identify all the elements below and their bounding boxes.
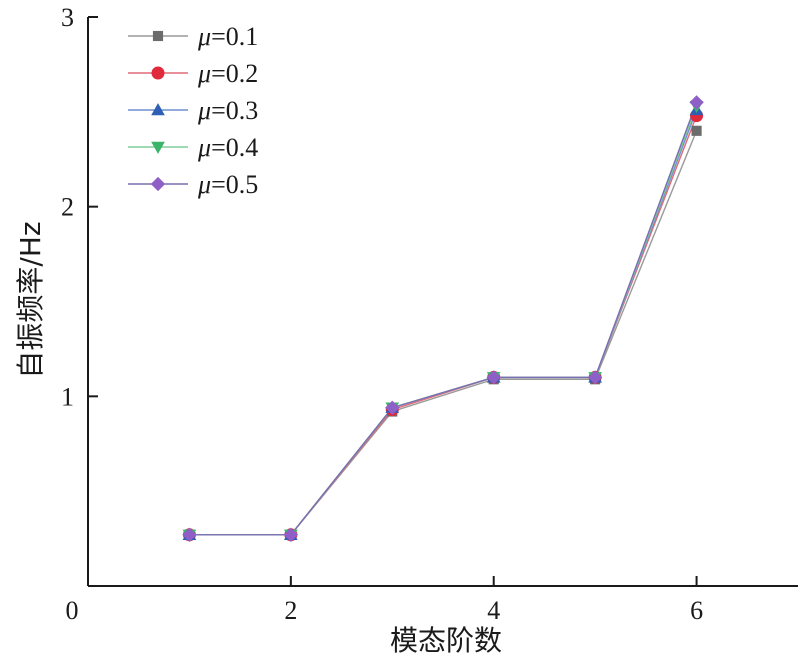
legend-item: μ=0.1 [128, 22, 258, 51]
x-tick-label: 4 [487, 596, 500, 625]
legend-marker [151, 103, 165, 116]
legend-symbol: μ [197, 22, 211, 51]
y-tick-label: 1 [61, 382, 74, 411]
series-5-point [486, 370, 501, 385]
series-1-point [691, 125, 702, 136]
legend-value: =0.3 [211, 96, 258, 125]
x-axis-title: 模态阶数 [390, 624, 502, 657]
series-line-1 [189, 130, 698, 536]
series-5-point [587, 370, 603, 385]
legend-item: μ=0.4 [128, 133, 258, 162]
legend: μ=0.1μ=0.2μ=0.3μ=0.4μ=0.5 [128, 22, 258, 199]
series-line-2 [189, 115, 698, 536]
series-5-point [182, 527, 197, 542]
x-tick-label: 2 [284, 596, 297, 625]
legend-symbol: μ [197, 133, 211, 162]
y-tick-label: 2 [61, 193, 74, 222]
x-tick-label: 0 [66, 596, 79, 625]
series-line-5 [189, 102, 698, 536]
series-line-4 [189, 105, 698, 536]
legend-label: μ=0.3 [197, 96, 258, 125]
legend-marker [151, 141, 165, 154]
x-ticks: 0 2 4 6 [66, 576, 703, 625]
y-axis-title: 自振频率/Hz [14, 221, 47, 378]
legend-item: μ=0.3 [128, 96, 258, 125]
legend-marker [150, 176, 166, 192]
series-5-point [385, 400, 400, 415]
series-line-3 [189, 109, 698, 536]
legend-label: μ=0.1 [197, 22, 258, 51]
legend-value: =0.4 [211, 133, 258, 162]
series-5-point [689, 95, 704, 110]
y-ticks: 1 2 3 [61, 3, 98, 411]
legend-value: =0.5 [211, 170, 258, 199]
legend-value: =0.1 [211, 22, 258, 51]
x-tick-label: 6 [690, 596, 703, 625]
plot-markers [182, 95, 704, 542]
legend-marker [152, 30, 164, 42]
legend-symbol: μ [197, 170, 211, 199]
legend-item: μ=0.5 [128, 170, 258, 199]
legend-symbol: μ [197, 96, 211, 125]
legend-item: μ=0.2 [128, 59, 258, 88]
legend-marker [151, 66, 165, 80]
y-tick-label: 3 [61, 3, 74, 32]
legend-value: =0.2 [211, 59, 258, 88]
plot-lines [189, 102, 698, 536]
legend-label: μ=0.4 [197, 133, 258, 162]
legend-label: μ=0.5 [197, 170, 258, 199]
legend-symbol: μ [197, 59, 211, 88]
series-5-point [283, 527, 299, 542]
legend-label: μ=0.2 [197, 59, 258, 88]
